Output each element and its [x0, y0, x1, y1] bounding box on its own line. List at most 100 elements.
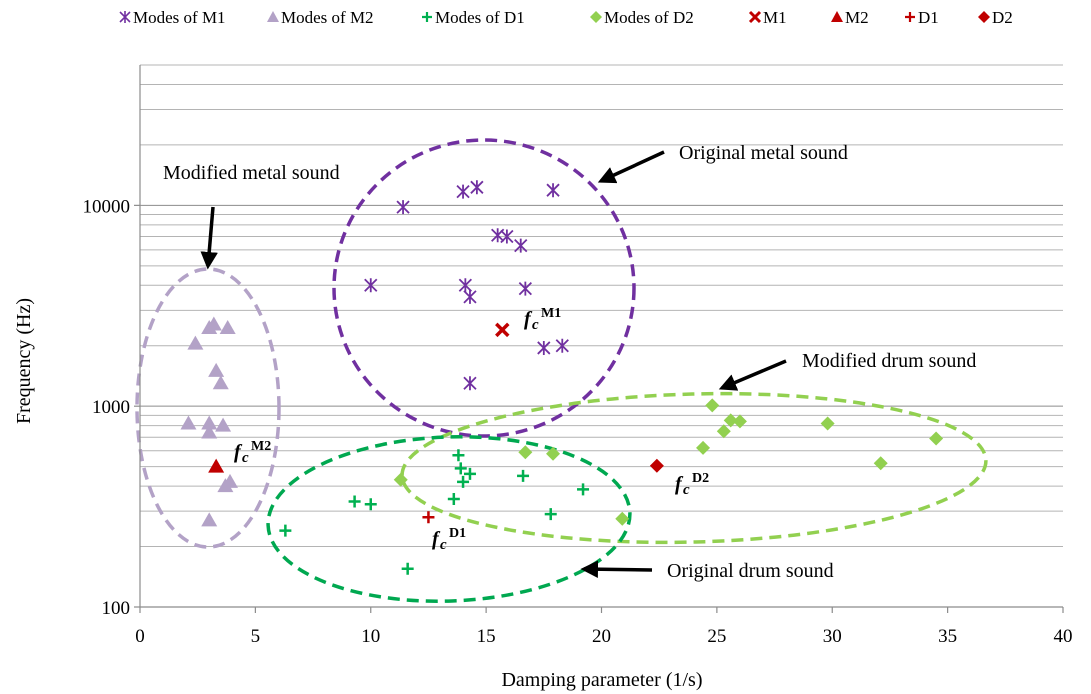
point-modes-of-d1	[447, 492, 460, 505]
legend-label: Modes of D2	[604, 8, 694, 27]
center-label-sub: c	[242, 450, 249, 466]
point-modes-of-d2	[873, 456, 888, 471]
point-modes-of-m1	[396, 200, 410, 215]
center-label-d2: f cD2	[675, 471, 709, 498]
point-modes-of-m2	[208, 362, 225, 377]
annotation-arrow	[580, 560, 653, 578]
point-modes-of-m1	[500, 229, 514, 244]
point-modes-of-d1	[577, 483, 590, 496]
point-modes-of-d2	[696, 440, 711, 455]
point-modes-of-m2	[215, 417, 232, 432]
center-label-m1: f cM1	[524, 306, 561, 333]
point-modes-of-m2	[187, 335, 204, 350]
axes	[134, 65, 1064, 613]
legend-label: M2	[845, 8, 869, 27]
tick-labels: 0 5 10 15 20 25 30 35 40 100 1000 10000	[83, 196, 1073, 647]
point-modes-of-m2	[201, 424, 218, 439]
point-modes-of-m2	[212, 375, 229, 390]
x-tick-label: 35	[938, 626, 957, 647]
point-modes-of-m1	[518, 281, 532, 296]
modified-drum-ellipse	[400, 391, 988, 545]
center-label-sub: c	[532, 317, 539, 333]
x-tick-label: 15	[477, 626, 496, 647]
data-points	[180, 180, 944, 575]
y-tick-label: 10000	[83, 196, 131, 217]
point-modes-of-d2	[732, 414, 747, 429]
y-tick-label: 100	[102, 598, 131, 619]
gridlines	[140, 64, 1063, 548]
legend-item-m1: M1	[748, 8, 787, 27]
x-tick-label: 5	[251, 626, 261, 647]
legend-label: M1	[763, 8, 787, 27]
point-modes-of-m1	[470, 180, 484, 195]
center-label-sup: M2	[251, 439, 271, 454]
x-tick-label: 40	[1054, 626, 1073, 647]
point-modes-of-d1	[544, 508, 557, 521]
point-modes-of-d1	[364, 498, 377, 511]
point-modes-of-d2	[393, 472, 408, 487]
point-modes-of-m1	[514, 238, 528, 253]
annotations: Original metal sound Modified metal sound…	[163, 142, 976, 582]
point-modes-of-d2	[546, 446, 561, 461]
x-tick-label: 30	[823, 626, 842, 647]
point-modes-of-m1	[364, 278, 378, 293]
point-modes-of-m1	[555, 338, 569, 353]
center-label-m2: f cM2	[234, 439, 271, 466]
legend-item-m2: M2	[831, 8, 869, 27]
point-d2	[649, 458, 664, 473]
legend-marker	[590, 11, 602, 23]
point-modes-of-d1	[348, 495, 361, 508]
point-modes-of-m2	[201, 415, 218, 430]
point-modes-of-m1	[463, 376, 477, 391]
cluster-ellipses	[135, 138, 988, 603]
point-modes-of-m1	[463, 289, 477, 304]
point-modes-of-m1	[537, 340, 551, 355]
legend-label: Modes of M2	[281, 8, 374, 27]
legend-label: D2	[992, 8, 1013, 27]
center-label-sup: D2	[692, 471, 709, 486]
legend-item-d1: D1	[905, 8, 939, 27]
center-label-sub: c	[440, 537, 447, 553]
legend-marker	[831, 11, 843, 22]
legend-item-modes-of-d2: Modes of D2	[590, 8, 694, 27]
point-d1	[422, 511, 435, 524]
center-label-base: f	[432, 528, 441, 550]
point-modes-of-d1	[517, 469, 530, 482]
annotation-arrow	[718, 359, 787, 391]
annotation-arrow	[200, 206, 218, 270]
legend-marker	[905, 12, 915, 22]
x-axis-title: Damping parameter (1/s)	[501, 669, 702, 691]
annotation-label: Modified metal sound	[163, 162, 340, 184]
center-label-sup: M1	[541, 306, 561, 321]
point-modes-of-d2	[716, 424, 731, 439]
legend-label: D1	[918, 8, 939, 27]
y-tick-label: 1000	[92, 397, 130, 418]
legend-item-d2: D2	[978, 8, 1013, 27]
point-modes-of-d2	[518, 445, 533, 460]
x-tick-label: 10	[361, 626, 380, 647]
legend-item-modes-of-m2: Modes of M2	[267, 8, 374, 27]
center-label-sub: c	[683, 482, 690, 498]
point-modes-of-m1	[456, 184, 470, 199]
point-modes-of-m2	[201, 512, 218, 527]
center-label-base: f	[234, 441, 243, 463]
y-axis-title: Frequency (Hz)	[13, 298, 35, 424]
center-label-base: f	[524, 308, 533, 330]
x-tick-label: 0	[135, 626, 145, 647]
original-metal-ellipse	[332, 138, 636, 438]
annotation-arrow	[597, 150, 665, 184]
center-label-d1: f cD1	[432, 526, 466, 553]
center-label-base: f	[675, 473, 684, 495]
point-m1	[495, 322, 510, 338]
legend: Modes of M1 Modes of M2 Modes of D1 Modes o…	[119, 8, 1013, 27]
point-modes-of-d2	[820, 416, 835, 431]
modified-metal-ellipse	[135, 267, 281, 549]
x-tick-label: 25	[707, 626, 726, 647]
point-m2	[208, 458, 225, 473]
legend-marker	[422, 12, 432, 22]
legend-label: Modes of D1	[435, 8, 525, 27]
point-modes-of-d1	[452, 449, 465, 462]
legend-label: Modes of M1	[133, 8, 226, 27]
point-modes-of-d1	[279, 524, 292, 537]
